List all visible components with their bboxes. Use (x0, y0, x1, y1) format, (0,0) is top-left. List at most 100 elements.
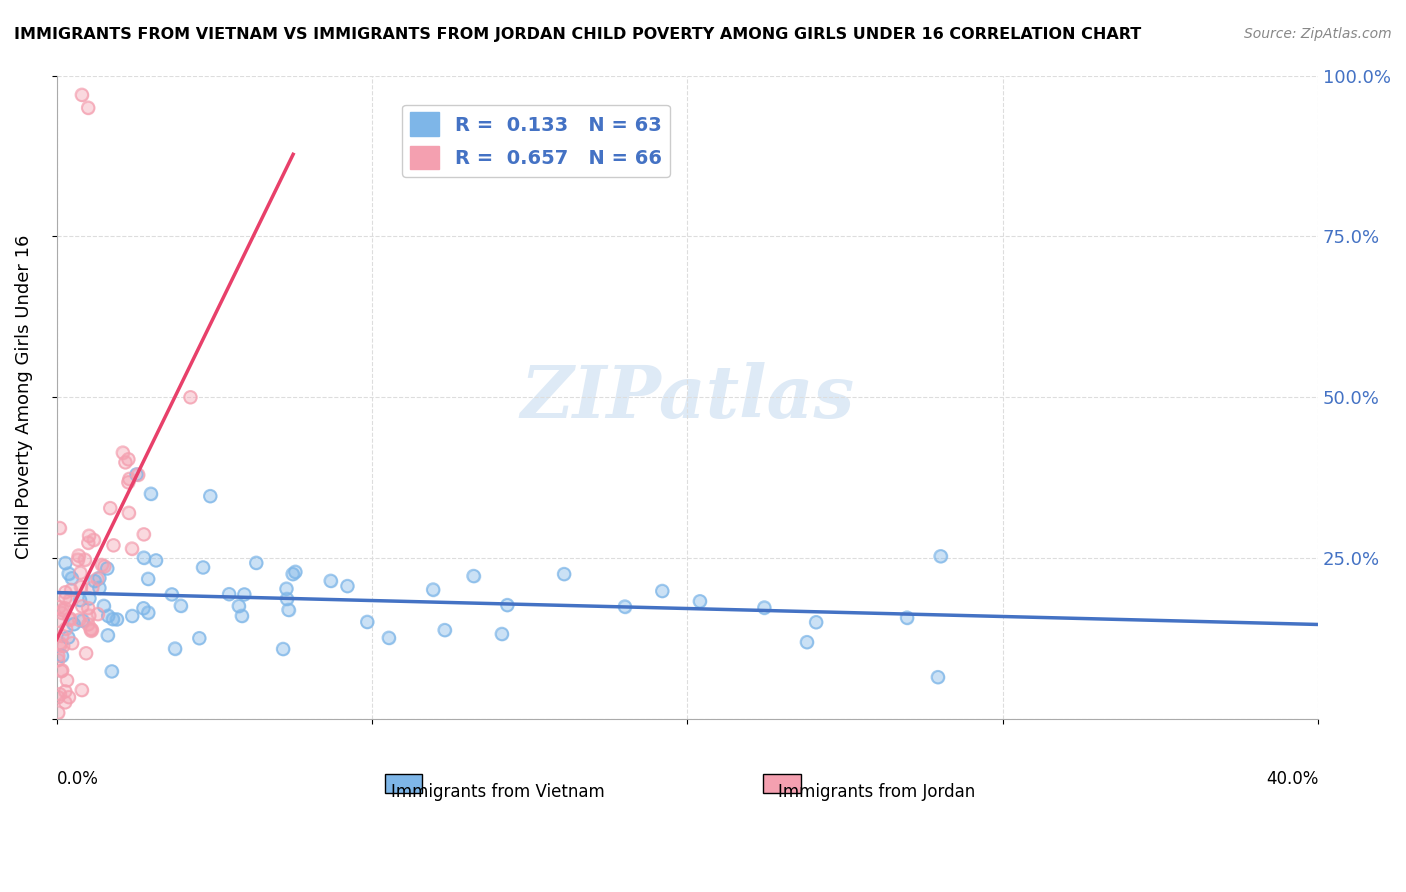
Point (179, 390, 201, 404)
Point (103, 538, 125, 552)
Point (422, 582, 444, 597)
Point (105, 612, 128, 626)
Point (49, 639, 72, 653)
Legend: R =  0.133   N = 63, R =  0.657   N = 66: R = 0.133 N = 63, R = 0.657 N = 66 (402, 104, 669, 178)
Point (96, 561, 118, 575)
Point (79, 622, 101, 636)
Point (80, 624, 103, 638)
Point (245, 556, 267, 570)
Point (179, 390, 201, 404)
Point (77, 529, 100, 543)
Point (48, 687, 70, 701)
Point (98, 501, 121, 516)
Point (754, 600, 776, 615)
Point (53, 684, 76, 698)
Text: 40.0%: 40.0% (1265, 771, 1319, 789)
Point (111, 445, 134, 459)
Point (231, 608, 253, 623)
Point (927, 670, 949, 684)
Point (277, 603, 299, 617)
Text: IMMIGRANTS FROM VIETNAM VS IMMIGRANTS FROM JORDAN CHILD POVERTY AMONG GIRLS UNDE: IMMIGRANTS FROM VIETNAM VS IMMIGRANTS FR… (14, 27, 1142, 42)
Point (59, 613, 82, 627)
Point (93, 599, 115, 613)
Point (276, 591, 298, 606)
Point (69, 580, 91, 594)
Point (51, 629, 73, 643)
Point (48, 600, 70, 615)
Point (69, 566, 91, 580)
Point (52, 603, 75, 617)
Point (60, 571, 83, 585)
Point (79, 608, 101, 623)
Point (48, 687, 70, 701)
Point (100, 665, 122, 679)
Point (51, 664, 73, 678)
Point (90, 558, 112, 572)
Point (70, 87, 93, 102)
Point (51, 664, 73, 678)
Point (89, 581, 111, 595)
Text: Source: ZipAtlas.com: Source: ZipAtlas.com (1244, 27, 1392, 41)
Point (77, 535, 100, 549)
Point (67, 613, 90, 627)
Point (60, 582, 83, 597)
Point (804, 615, 827, 630)
Point (73, 552, 96, 566)
Text: Immigrants from Jordan: Immigrants from Jordan (778, 783, 976, 801)
Point (86, 607, 108, 621)
Point (231, 608, 253, 623)
Point (48, 521, 70, 535)
Point (49, 636, 72, 650)
Text: 0.0%: 0.0% (56, 771, 98, 789)
Point (613, 599, 636, 614)
Point (48, 521, 70, 535)
Point (245, 556, 267, 570)
Point (139, 487, 162, 501)
Point (754, 600, 776, 615)
Point (111, 445, 134, 459)
Point (97, 628, 120, 642)
Point (463, 569, 485, 583)
Point (233, 587, 256, 601)
Point (86, 607, 108, 621)
Point (463, 569, 485, 583)
Point (77, 601, 100, 615)
Point (58, 631, 80, 645)
Point (170, 599, 193, 613)
Point (82, 581, 104, 595)
Point (114, 455, 136, 469)
Point (86, 572, 108, 586)
Point (77, 101, 100, 115)
Point (896, 610, 918, 624)
Point (114, 455, 136, 469)
Point (55, 622, 77, 636)
Point (170, 599, 193, 613)
Text: Immigrants from Vietnam: Immigrants from Vietnam (391, 783, 605, 801)
FancyBboxPatch shape (385, 773, 422, 793)
Point (121, 609, 143, 624)
Point (118, 472, 141, 486)
Point (58, 566, 80, 581)
Point (163, 641, 186, 656)
Point (51, 664, 73, 678)
Point (67, 549, 90, 563)
Point (51, 648, 73, 663)
Point (53, 684, 76, 698)
Point (89, 571, 111, 585)
Point (89, 581, 111, 595)
Point (433, 623, 456, 637)
Point (83, 533, 105, 547)
Point (60, 582, 83, 597)
Point (796, 635, 818, 649)
Point (82, 581, 104, 595)
Point (356, 615, 378, 629)
Point (117, 475, 139, 490)
Point (51, 606, 73, 620)
Point (58, 631, 80, 645)
Point (218, 587, 240, 601)
Point (59, 613, 82, 627)
Point (118, 506, 141, 520)
Point (127, 467, 149, 482)
Point (188, 631, 211, 645)
Point (77, 535, 100, 549)
